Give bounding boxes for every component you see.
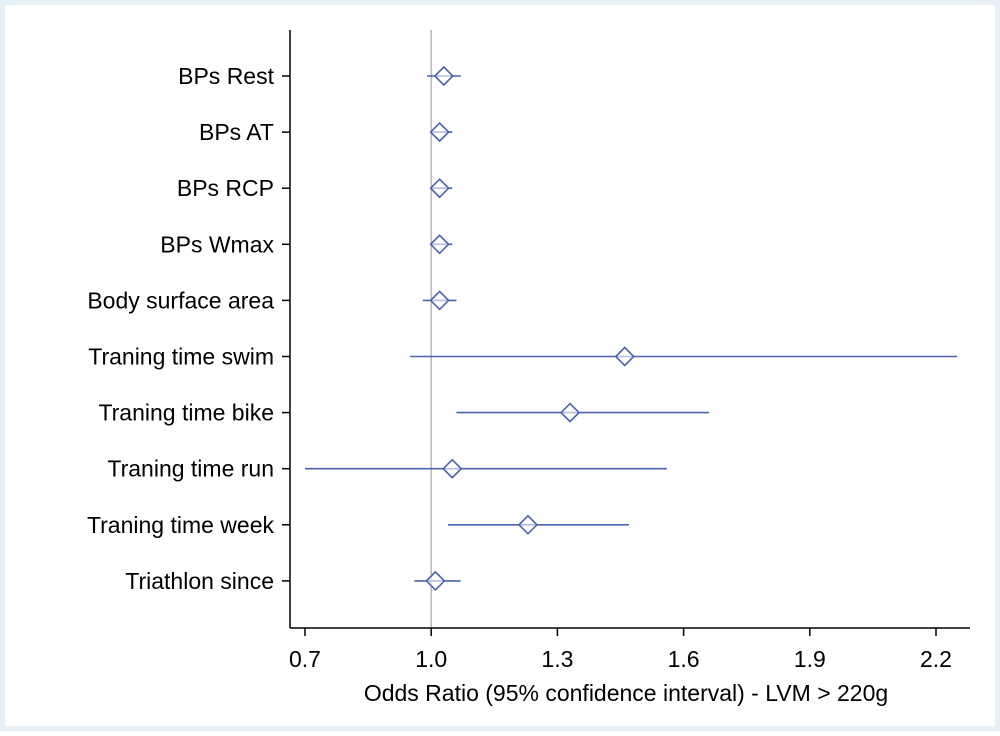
y-tick-label: Body surface area xyxy=(87,287,274,313)
x-tick-label: 1.9 xyxy=(794,646,826,672)
x-ticks-layer: 0.7 1.0 1.3 1.6 1.9 2.2 xyxy=(289,628,952,672)
point-estimate-marker xyxy=(517,514,539,535)
x-tick-label: 0.7 xyxy=(289,646,321,672)
point-estimate-marker xyxy=(425,570,446,592)
point-estimate-marker xyxy=(559,402,581,423)
plot-area xyxy=(5,5,995,726)
y-tick-label: BPs Wmax xyxy=(160,231,274,257)
y-tick-label: Traning time swim xyxy=(88,344,274,370)
y-tick-label: Traning time run xyxy=(107,456,274,482)
point-estimate-marker xyxy=(429,290,450,311)
y-tick-label: BPs AT xyxy=(199,119,274,145)
marks-layer xyxy=(305,65,958,592)
x-axis-title: Odds Ratio (95% confidence interval) - L… xyxy=(364,680,888,706)
x-tick-label: 1.3 xyxy=(541,646,573,672)
x-tick-label: 2.2 xyxy=(920,646,952,672)
point-estimate-marker xyxy=(429,178,450,199)
y-tick-label: Traning time week xyxy=(87,512,275,538)
x-tick-label: 1.0 xyxy=(415,646,447,672)
point-estimate-marker xyxy=(442,458,463,479)
y-tick-label: Triathlon since xyxy=(125,568,274,594)
y-tick-label: BPs RCP xyxy=(177,175,274,201)
point-estimate-marker xyxy=(429,121,450,143)
y-tick-label: BPs Rest xyxy=(178,63,274,89)
y-tick-label: Traning time bike xyxy=(98,400,274,426)
point-estimate-marker xyxy=(429,234,450,255)
y-labels-layer: BPs Rest BPs AT BPs RCP BPs Wmax Body surfac… xyxy=(87,63,290,594)
point-estimate-marker xyxy=(614,346,635,367)
axes-layer xyxy=(289,30,970,629)
point-estimate-marker xyxy=(433,65,454,87)
x-tick-label: 1.6 xyxy=(668,646,700,672)
